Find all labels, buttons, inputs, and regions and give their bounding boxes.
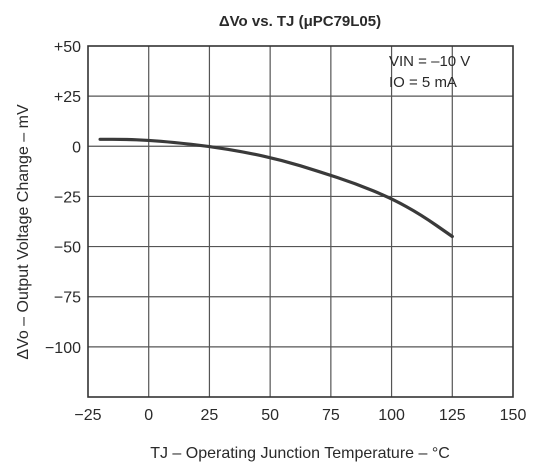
y-tick-label: −75	[54, 290, 81, 307]
grid-layer	[88, 46, 513, 397]
x-axis-label: TJ – Operating Junction Temperature – °C	[150, 445, 450, 462]
y-tick-label: +50	[54, 39, 81, 56]
x-tick-label: 100	[378, 407, 405, 424]
condition-vin: VIN = –10 V	[389, 53, 470, 70]
y-tick-label: −25	[54, 189, 81, 206]
x-tick-label: 50	[261, 407, 279, 424]
plot-frame	[87, 45, 514, 398]
axis-layer: −25 0 25 50 75 100 125 150 +50 +25 0 −25 −50 −75 −100	[45, 39, 526, 424]
series-line	[98, 137, 454, 239]
y-tick-label: +25	[54, 89, 81, 106]
x-tick-label: −25	[74, 407, 101, 424]
conditions-annotation: VIN = –10 V IO = 5 mA	[389, 53, 470, 91]
x-tick-label: 75	[322, 407, 340, 424]
y-tick-label: 0	[72, 139, 81, 156]
y-tick-label: −100	[45, 340, 81, 357]
condition-io: IO = 5 mA	[389, 74, 457, 91]
x-tick-label: 150	[500, 407, 527, 424]
y-tick-label: −50	[54, 240, 81, 257]
y-axis-label: ΔVo – Output Voltage Change – mV	[15, 104, 32, 360]
x-tick-label: 125	[439, 407, 466, 424]
series-layer	[98, 137, 454, 239]
x-tick-label: 25	[201, 407, 219, 424]
x-tick-label: 0	[144, 407, 153, 424]
chart-title: ΔVo vs. TJ (μPC79L05)	[219, 13, 381, 30]
